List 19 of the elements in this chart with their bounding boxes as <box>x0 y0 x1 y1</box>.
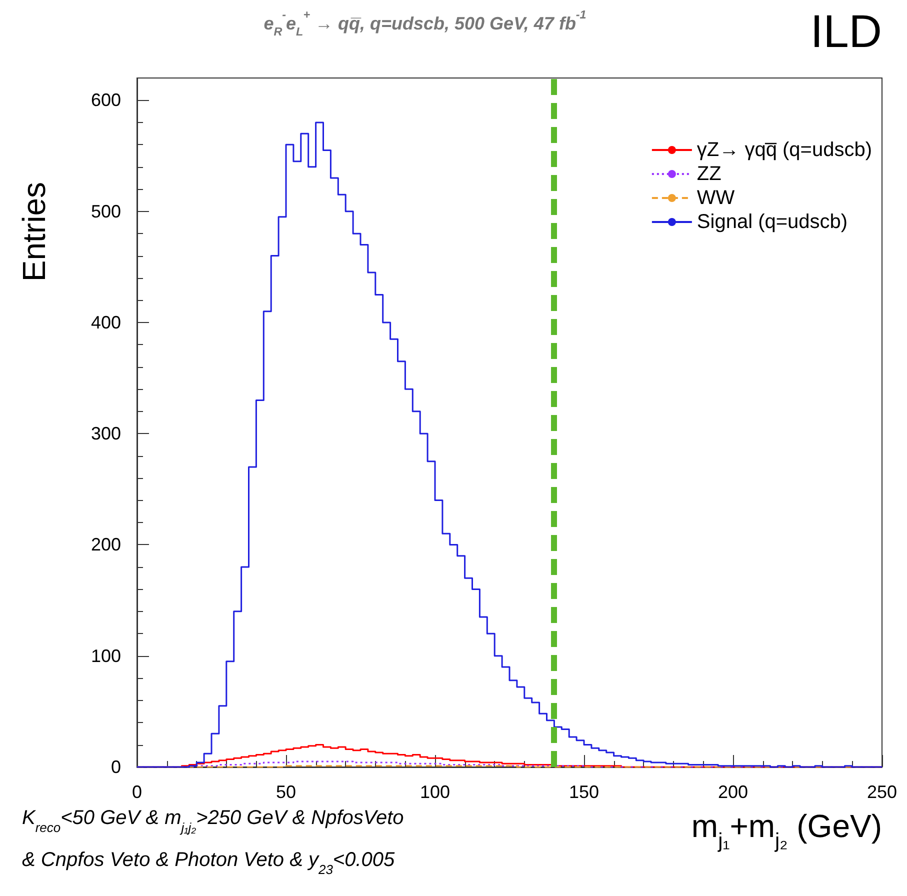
y-tick-label: 200 <box>90 534 121 555</box>
legend-label: ZZ <box>696 163 722 185</box>
y-tick-label: 500 <box>90 201 121 222</box>
y-tick-label: 400 <box>90 312 121 332</box>
x-tick-label: 150 <box>568 782 600 802</box>
y-tick-label: 100 <box>90 646 121 666</box>
y-tick-label: 600 <box>90 90 121 110</box>
legend-label: WW <box>696 187 735 209</box>
y-axis-title: Entries <box>16 182 52 282</box>
text: ILD <box>810 5 882 57</box>
y-tick-label: 300 <box>90 424 121 444</box>
y-tick-label: 0 <box>110 757 121 777</box>
legend-label: γZ→ γqq̅ (q=udscb) <box>696 139 872 161</box>
x-tick-label: 0 <box>132 782 142 802</box>
legend-label: Signal (q=udscb) <box>696 211 848 233</box>
x-tick-label: 50 <box>276 782 296 802</box>
x-tick-label: 100 <box>420 782 450 802</box>
x-tick-label: 200 <box>718 782 748 802</box>
x-tick-label: 250 <box>866 782 898 802</box>
